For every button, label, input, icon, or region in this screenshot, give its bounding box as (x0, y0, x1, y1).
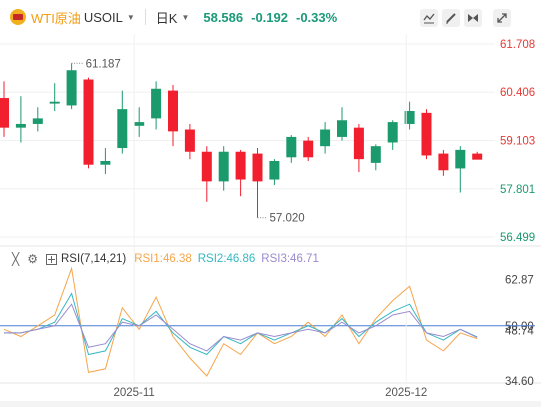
price-axis-label: 56.499 (500, 232, 535, 244)
fullscreen-button[interactable] (493, 9, 511, 27)
candle-body (353, 127, 364, 160)
rsi1-line (3, 266, 478, 377)
rsi-legend: ╳ ⚙ RSI(7,14,21) RSI1:46.38 RSI2:46.86 R… (12, 251, 319, 267)
candle-body (303, 140, 314, 158)
candle-body (100, 161, 111, 165)
rsi3-value: RSI3:46.71 (261, 253, 319, 265)
candle-body (15, 123, 26, 128)
chevron-down-icon: ▼ (126, 12, 135, 22)
candle-body (337, 120, 347, 137)
header-divider (144, 9, 146, 25)
price-axis-label: 60.406 (500, 87, 535, 99)
rsi-indicator-name: RSI(7,14,21) (61, 253, 127, 265)
time-axis-label: 2025-12 (385, 387, 427, 399)
price-change: -0.192 (251, 9, 288, 25)
rsi1-value: RSI1:46.38 (134, 253, 192, 265)
collapse-icon[interactable]: ╳ (12, 252, 20, 266)
candle-body (269, 161, 280, 180)
candle-body (320, 129, 331, 147)
fullscreen-icon (497, 13, 507, 23)
candle-body (252, 153, 263, 182)
price-change-percent: -0.33% (296, 9, 338, 25)
candle-body (370, 146, 381, 163)
rsi3-line (4, 303, 478, 352)
rsi-axis-label: 50.00 (505, 321, 534, 333)
candle-body (83, 79, 94, 165)
candle-body (32, 118, 43, 124)
candle-body (472, 153, 483, 160)
candle-body (455, 149, 466, 169)
compare-icon (468, 14, 478, 22)
high-annotation-label: 61.187 (86, 58, 121, 70)
candle-body (421, 112, 432, 156)
indicator-icon (423, 13, 435, 24)
rsi2-value: RSI2:46.86 (197, 253, 256, 265)
time-axis-label: 2025-11 (113, 387, 154, 399)
candle-body (286, 136, 297, 158)
rsi-axis-label: 48.74 (505, 325, 534, 337)
settings-icon[interactable]: ⚙ (27, 252, 38, 266)
candle-body (201, 151, 212, 182)
price-axis-label: 57.801 (500, 184, 535, 196)
low-annotation-label: 57.020 (270, 213, 305, 225)
symbol-code: USOIL (83, 9, 123, 25)
price-axis-label: 61.708 (500, 39, 535, 51)
indicator-button[interactable] (420, 9, 438, 27)
candle-body (66, 70, 77, 106)
candle-body (168, 90, 178, 132)
time-scroll-strip[interactable] (0, 401, 541, 407)
candle-body (117, 109, 128, 149)
rsi-axis-label: 62.87 (505, 275, 534, 287)
interval-selector[interactable]: 日K ▼ (156, 8, 190, 27)
candle-body (404, 110, 415, 124)
expand-icon[interactable] (46, 253, 57, 265)
draw-tool-button[interactable] (442, 9, 460, 27)
last-price: 58.586 (203, 9, 244, 25)
candle-body (218, 151, 229, 182)
chevron-down-icon: ▼ (181, 12, 190, 22)
compare-button[interactable] (464, 9, 482, 27)
oil-flag-icon (10, 9, 26, 25)
candle-body (134, 122, 145, 126)
rsi-axis-label: 34.60 (505, 376, 534, 388)
symbol-name: WTI原油 (31, 10, 81, 26)
draw-icon (446, 13, 456, 24)
chart-header: WTI原油 USOIL ▼ 日K ▼ 58.586 -0.192 -0.33% (0, 0, 541, 34)
candle-body (49, 101, 60, 104)
interval-label: 日K (155, 10, 178, 26)
candle-body (151, 88, 162, 119)
candle-body (184, 129, 195, 152)
candle-body (387, 122, 398, 143)
candle-body (235, 151, 246, 180)
candle-body (438, 153, 449, 171)
symbol-selector[interactable]: WTI原油 USOIL ▼ (10, 8, 135, 27)
price-axis-label: 59.103 (500, 136, 535, 148)
candle-body (0, 98, 9, 128)
